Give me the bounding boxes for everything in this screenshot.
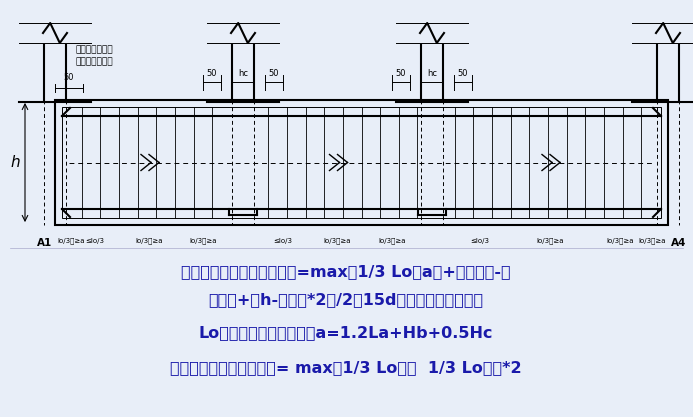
Text: 50: 50 <box>458 69 468 78</box>
Text: 50: 50 <box>207 69 217 78</box>
Text: Lo取柱相邻两跨较大值。a=1.2La+Hb+0.5Hc: Lo取柱相邻两跨较大值。a=1.2La+Hb+0.5Hc <box>199 326 493 341</box>
Text: ≤lo/3: ≤lo/3 <box>85 238 105 244</box>
Text: lo/3且≥a: lo/3且≥a <box>189 238 217 244</box>
Text: hc: hc <box>238 69 248 78</box>
Text: lo/3且≥a: lo/3且≥a <box>135 238 163 244</box>
Text: 下部非贯通筋（中间跨）= max（1/3 Lo左，  1/3 Lo右）*2: 下部非贯通筋（中间跨）= max（1/3 Lo左， 1/3 Lo右）*2 <box>170 361 522 375</box>
Text: hc: hc <box>427 69 437 78</box>
Text: 50: 50 <box>396 69 406 78</box>
Text: lo/3且≥a: lo/3且≥a <box>606 238 634 244</box>
Text: 护层）+（h-保护层*2）/2或15d（上部无连接时候）: 护层）+（h-保护层*2）/2或15d（上部无连接时候） <box>209 292 484 307</box>
Text: lo/3且≥a: lo/3且≥a <box>324 238 351 244</box>
Text: lo/3且≥a: lo/3且≥a <box>638 238 666 244</box>
Bar <box>62 107 661 218</box>
Text: 下部非贯通筋长度（边跨）=max（1/3 Lo，a）+（左支座-保: 下部非贯通筋长度（边跨）=max（1/3 Lo，a）+（左支座-保 <box>181 264 511 279</box>
Text: 50: 50 <box>64 73 74 82</box>
Text: 柱或墙（外侧与: 柱或墙（外侧与 <box>75 45 113 55</box>
Text: A4: A4 <box>671 238 686 248</box>
Text: h: h <box>10 155 20 170</box>
Text: lo/3且≥a: lo/3且≥a <box>536 238 563 244</box>
Text: ≤lo/3: ≤lo/3 <box>274 238 292 244</box>
Text: lo/3且≥a: lo/3且≥a <box>57 238 85 244</box>
Text: 基础梁端一平）: 基础梁端一平） <box>75 58 113 66</box>
Text: ≤lo/3: ≤lo/3 <box>471 238 489 244</box>
Text: A1: A1 <box>37 238 52 248</box>
Text: lo/3且≥a: lo/3且≥a <box>378 238 405 244</box>
Bar <box>55 100 668 225</box>
Text: 50: 50 <box>269 69 279 78</box>
